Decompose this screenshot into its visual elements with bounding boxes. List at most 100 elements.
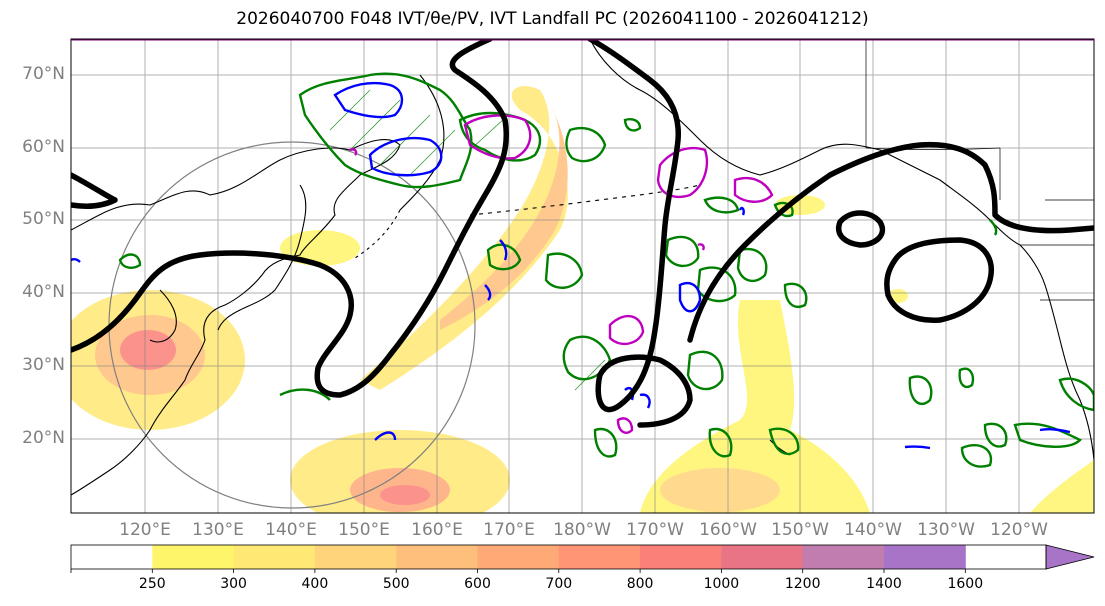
blue-6 — [374, 431, 397, 441]
colorbar-tick-label: 500 — [382, 576, 410, 592]
lat-label: 50°N — [22, 209, 65, 229]
lon-label: 170°E — [483, 520, 535, 540]
blue-9 — [1039, 427, 1071, 434]
pv-blue-contours — [71, 81, 1071, 450]
colorbar-extend-arrow — [1045, 544, 1095, 570]
green-east-6 — [1058, 377, 1094, 412]
blue-siberia-2 — [368, 136, 443, 177]
contour-ring-2 — [884, 237, 994, 323]
blue-10 — [71, 257, 81, 263]
contour-central — [587, 39, 693, 428]
green-mid-1 — [486, 243, 522, 271]
colorbar-segments — [71, 545, 966, 569]
colorbar-tick-label: 250 — [138, 576, 166, 592]
lon-label: 180°W — [553, 520, 611, 540]
ivt-central-pacific — [640, 300, 870, 513]
colorbar-segment — [477, 545, 560, 569]
lon-label: 160°W — [699, 520, 757, 540]
contour-ring-1 — [836, 210, 886, 248]
lon-label: 170°W — [626, 520, 684, 540]
blue-2 — [484, 284, 492, 301]
colorbar-segment — [314, 545, 397, 569]
lat-label: 30°N — [22, 355, 65, 375]
lon-label: 160°E — [411, 520, 463, 540]
magenta-south — [616, 417, 634, 434]
green-south-2 — [708, 427, 733, 458]
colorbar-tick-label: 1400 — [866, 576, 902, 592]
green-south-3 — [768, 427, 800, 455]
coast-japan — [217, 184, 307, 331]
blue-1 — [499, 239, 508, 261]
green-east-2 — [958, 367, 974, 389]
green-mid-6 — [696, 266, 737, 303]
theta-e-contours — [71, 39, 1094, 428]
magenta-gulf-1 — [656, 146, 709, 199]
green-east-1 — [908, 375, 933, 406]
hatched-region — [329, 89, 606, 391]
lon-label: 140°E — [265, 520, 317, 540]
colorbar-tick-label: 1600 — [947, 576, 984, 592]
green-alaska-2 — [623, 118, 642, 132]
colorbar-segment — [71, 545, 153, 569]
ivt-south-max — [380, 485, 430, 505]
lat-label: 60°N — [22, 137, 65, 157]
colorbar-segment — [558, 545, 641, 569]
magenta-small-1 — [697, 243, 705, 251]
green-mid-4 — [664, 235, 700, 268]
lon-label: 140°W — [844, 520, 902, 540]
blue-4 — [624, 386, 635, 401]
colorbar-tick-label: 700 — [545, 576, 573, 592]
green-gulf — [703, 196, 740, 214]
green-west — [118, 253, 142, 269]
magenta-small-2 — [349, 148, 358, 156]
green-sea-1 — [279, 388, 331, 401]
colorbar-tick-label: 300 — [220, 576, 247, 592]
map-title: 2026040700 F048 IVT/θe/PV, IVT Landfall … — [236, 9, 869, 29]
blue-siberia-1 — [333, 81, 404, 119]
ivt-far-east — [1030, 460, 1094, 513]
magenta-gulf-2 — [733, 176, 774, 203]
lat-label: 40°N — [22, 282, 65, 302]
contour-west-edge — [71, 172, 118, 209]
blue-7 — [738, 206, 745, 216]
colorbar-tick-label: 1200 — [784, 576, 821, 592]
colorbar-tick-label: 800 — [626, 576, 654, 592]
lon-label: 120°E — [119, 520, 171, 540]
green-mid-7 — [736, 247, 768, 283]
blue-5 — [639, 393, 651, 409]
green-mid-5 — [686, 350, 724, 391]
contour-east — [687, 141, 1094, 343]
coast-asia — [71, 139, 401, 496]
colorbar-segment — [802, 545, 885, 569]
colorbar-segment — [884, 545, 966, 569]
green-east-3 — [983, 422, 1008, 448]
lon-label: 150°W — [771, 520, 829, 540]
colorbar-ticks — [70, 569, 966, 573]
lon-label: 150°E — [338, 520, 390, 540]
green-siberia — [298, 72, 473, 189]
green-mid-3 — [562, 335, 612, 381]
colorbar-tick-label: 1000 — [703, 576, 740, 592]
borders — [865, 39, 1094, 301]
lon-label: 130°E — [192, 520, 244, 540]
green-north-bc — [989, 219, 998, 236]
coastlines — [71, 39, 1094, 496]
lon-label: 130°W — [917, 520, 975, 540]
coast-korea — [149, 289, 177, 343]
green-east-5 — [960, 443, 993, 468]
colorbar-tick-label: 400 — [301, 576, 329, 592]
contour-west — [71, 39, 510, 398]
lat-label: 20°N — [22, 428, 65, 448]
coast-alaska — [589, 39, 1021, 246]
colorbar-segment — [721, 545, 804, 569]
lon-label: 120°W — [990, 520, 1048, 540]
green-east-4 — [1013, 422, 1083, 448]
colorbar-segment — [152, 545, 235, 569]
coast-na-west — [1019, 244, 1094, 461]
colorbar-segment — [233, 545, 316, 569]
ivt-river-core — [440, 105, 568, 330]
ivt-central-core — [660, 468, 780, 512]
pv-magenta-contours — [349, 114, 774, 434]
lat-label: 70°N — [22, 64, 65, 84]
